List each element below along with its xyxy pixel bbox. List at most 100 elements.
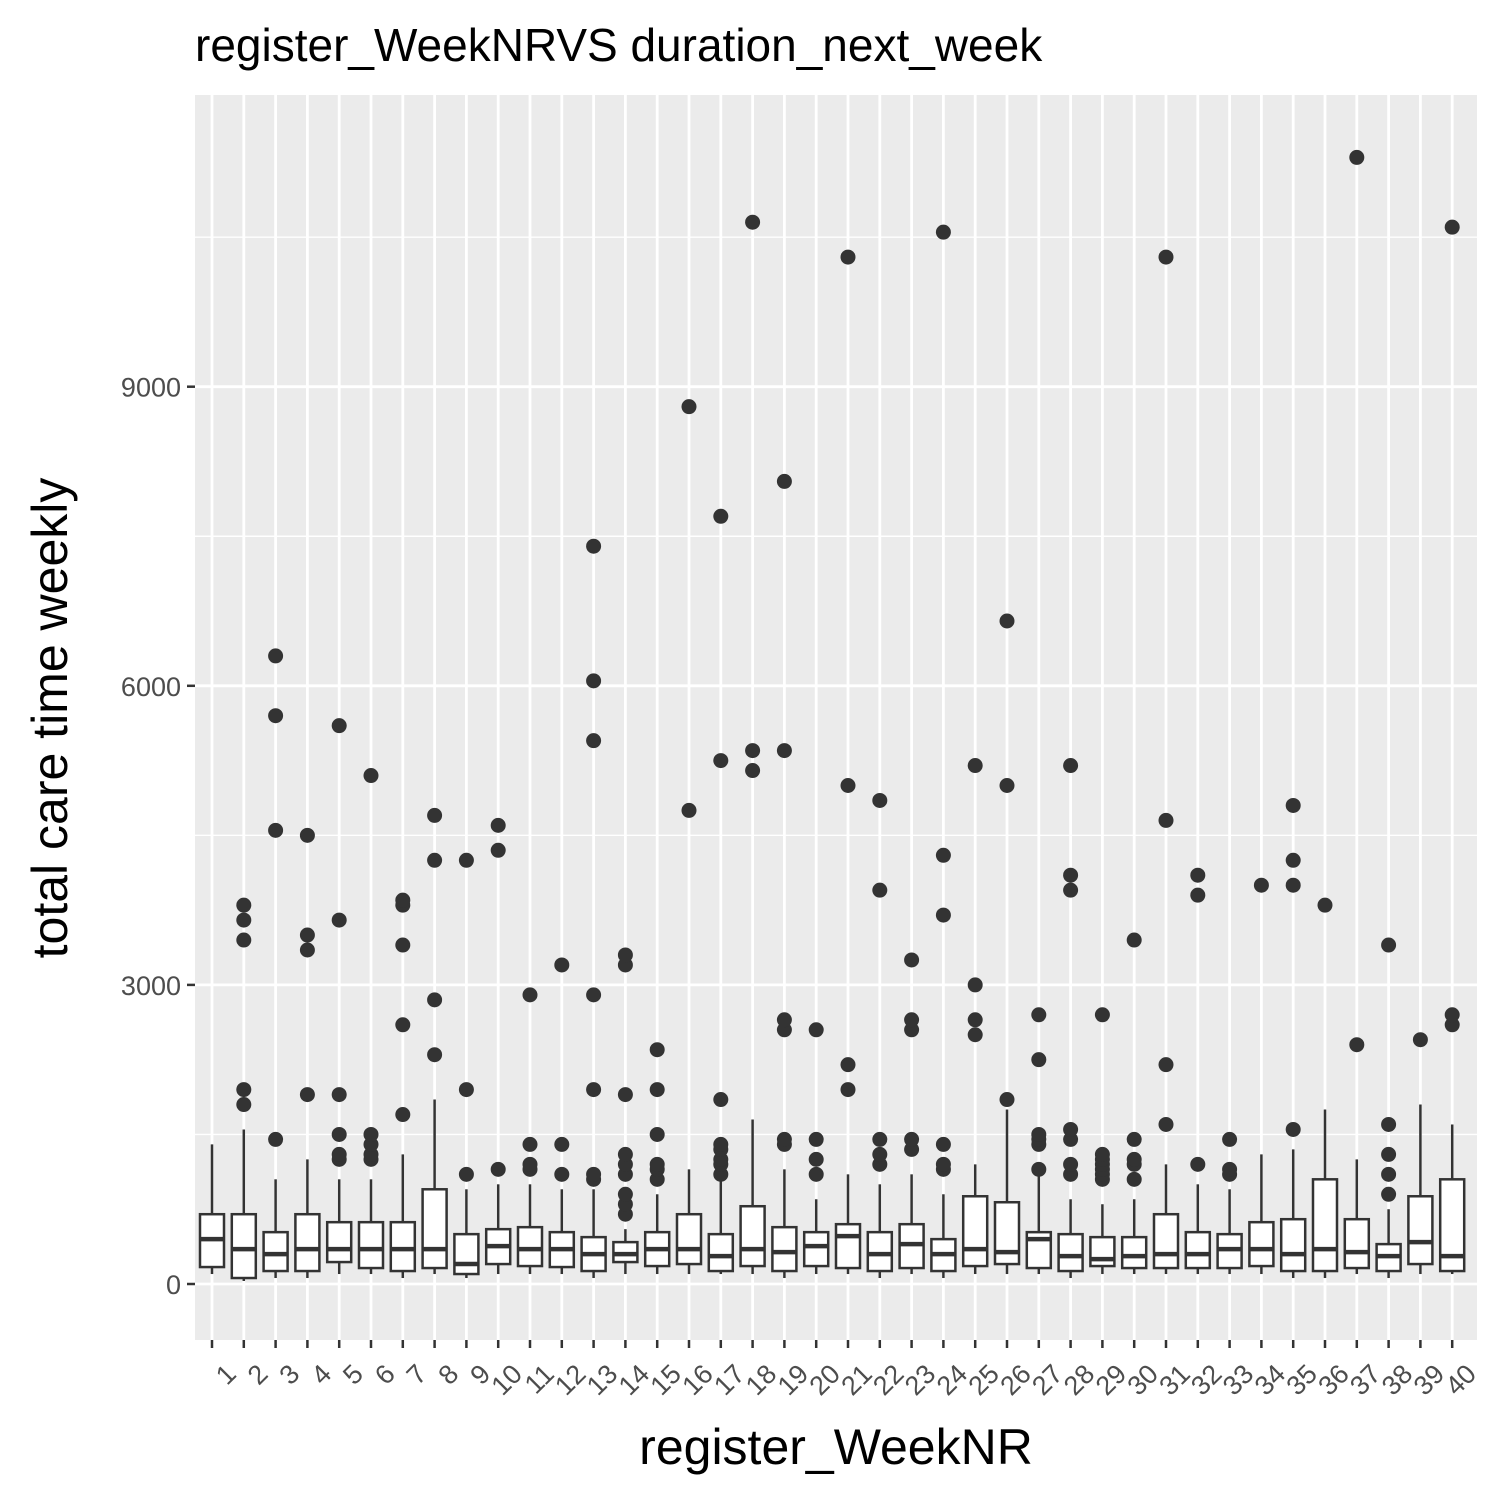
outlier-point	[236, 1097, 252, 1113]
box-39	[1407, 1032, 1434, 1275]
outlier-point	[1031, 1052, 1047, 1068]
outlier-point	[713, 508, 729, 524]
x-tick-label: 4	[305, 1359, 337, 1391]
outlier-point	[967, 1027, 983, 1043]
box-32	[1184, 867, 1212, 1275]
outlier-point	[776, 1131, 792, 1147]
box-iqr	[866, 1230, 894, 1273]
y-axis: 0 3000 6000 9000	[121, 373, 195, 1300]
outlier-point	[1349, 1037, 1365, 1053]
outlier-point	[1190, 867, 1206, 883]
box-iqr	[230, 1212, 258, 1280]
x-tick-label: 1	[210, 1359, 242, 1391]
outlier-point	[649, 1126, 665, 1142]
outlier-point	[427, 992, 443, 1008]
box-iqr	[675, 1212, 703, 1266]
outlier-point	[1381, 1186, 1397, 1202]
outlier-point	[1222, 1131, 1238, 1147]
box-iqr	[389, 1220, 417, 1273]
outlier-point	[363, 768, 379, 784]
outlier-point	[649, 1042, 665, 1058]
outlier-point	[840, 249, 856, 265]
outlier-point	[458, 1166, 474, 1182]
outlier-point	[745, 214, 761, 230]
box-iqr	[262, 1230, 289, 1273]
outlier-point	[935, 224, 951, 240]
x-tick-label: 2	[242, 1359, 274, 1391]
outlier-point	[1063, 1121, 1079, 1137]
outlier-point	[1126, 932, 1142, 948]
minor-gridlines	[195, 236, 1477, 1136]
x-tick-label: 6	[369, 1359, 401, 1391]
box-iqr	[707, 1232, 735, 1273]
box-36	[1311, 897, 1339, 1279]
outlier-point	[1444, 1007, 1460, 1023]
outlier-point	[522, 1136, 538, 1152]
box-26	[993, 613, 1021, 1275]
x-tick-label: 40	[1440, 1359, 1482, 1401]
outlier-point	[458, 1082, 474, 1098]
x-axis: 1 2 3 4 5 6 7 8 91011121314151617181920212223242…	[210, 1340, 1482, 1401]
outlier-point	[617, 1186, 633, 1202]
outlier-point	[586, 538, 602, 554]
y-tick-label: 6000	[121, 672, 181, 702]
box-iqr	[421, 1188, 448, 1270]
outlier-point	[808, 1131, 824, 1147]
y-tick-label: 0	[166, 1270, 181, 1300]
outlier-point	[363, 1126, 379, 1142]
outlier-point	[872, 882, 888, 898]
box-23	[898, 952, 925, 1275]
box-iqr	[1311, 1178, 1339, 1273]
outlier-point	[1285, 852, 1301, 868]
x-tick-label: 8	[433, 1359, 465, 1391]
outlier-point	[745, 763, 761, 779]
outlier-point	[935, 907, 951, 923]
box-iqr	[961, 1195, 989, 1268]
outlier-point	[395, 937, 411, 953]
outlier-point	[395, 1107, 411, 1123]
outlier-point	[299, 927, 315, 943]
outlier-point	[1190, 1156, 1206, 1172]
y-axis-label: total care time weekly	[22, 477, 78, 959]
outlier-point	[586, 987, 602, 1003]
outlier-point	[1412, 1032, 1428, 1048]
outlier-point	[1158, 1057, 1174, 1073]
outlier-point	[268, 822, 284, 838]
outlier-point	[776, 473, 792, 489]
outlier-point	[236, 912, 252, 928]
box-33	[1216, 1131, 1243, 1275]
box-11	[516, 987, 544, 1275]
box-iqr	[1279, 1217, 1307, 1273]
box-iqr	[1184, 1230, 1212, 1270]
box-iqr	[516, 1225, 544, 1268]
box-38	[1375, 937, 1402, 1279]
outlier-point	[999, 778, 1015, 793]
box-20	[802, 1022, 830, 1275]
outlier-point	[522, 987, 538, 1003]
box-30	[1120, 932, 1148, 1275]
outlier-point	[713, 1092, 729, 1108]
box-15	[643, 1042, 671, 1275]
outlier-point	[617, 1087, 633, 1103]
outlier-point	[904, 952, 920, 968]
outlier-point	[586, 673, 602, 689]
outlier-point	[1222, 1161, 1238, 1177]
box-iqr	[834, 1222, 862, 1270]
box-37	[1343, 149, 1371, 1275]
outlier-point	[1031, 1161, 1047, 1177]
box-iqr	[1152, 1212, 1180, 1270]
outlier-point	[904, 1012, 920, 1028]
box-17	[707, 508, 735, 1275]
outlier-point	[554, 1136, 570, 1152]
outlier-point	[490, 1161, 506, 1177]
x-axis-label: register_WeekNR	[639, 1419, 1033, 1475]
box-21	[834, 249, 862, 1275]
box-28	[1057, 758, 1084, 1279]
box-1	[198, 1144, 226, 1275]
box-35	[1279, 797, 1307, 1279]
outlier-point	[808, 1151, 824, 1167]
outlier-point	[299, 942, 315, 958]
box-series	[198, 149, 1466, 1282]
box-iqr	[357, 1220, 385, 1270]
outlier-point	[1349, 149, 1365, 165]
